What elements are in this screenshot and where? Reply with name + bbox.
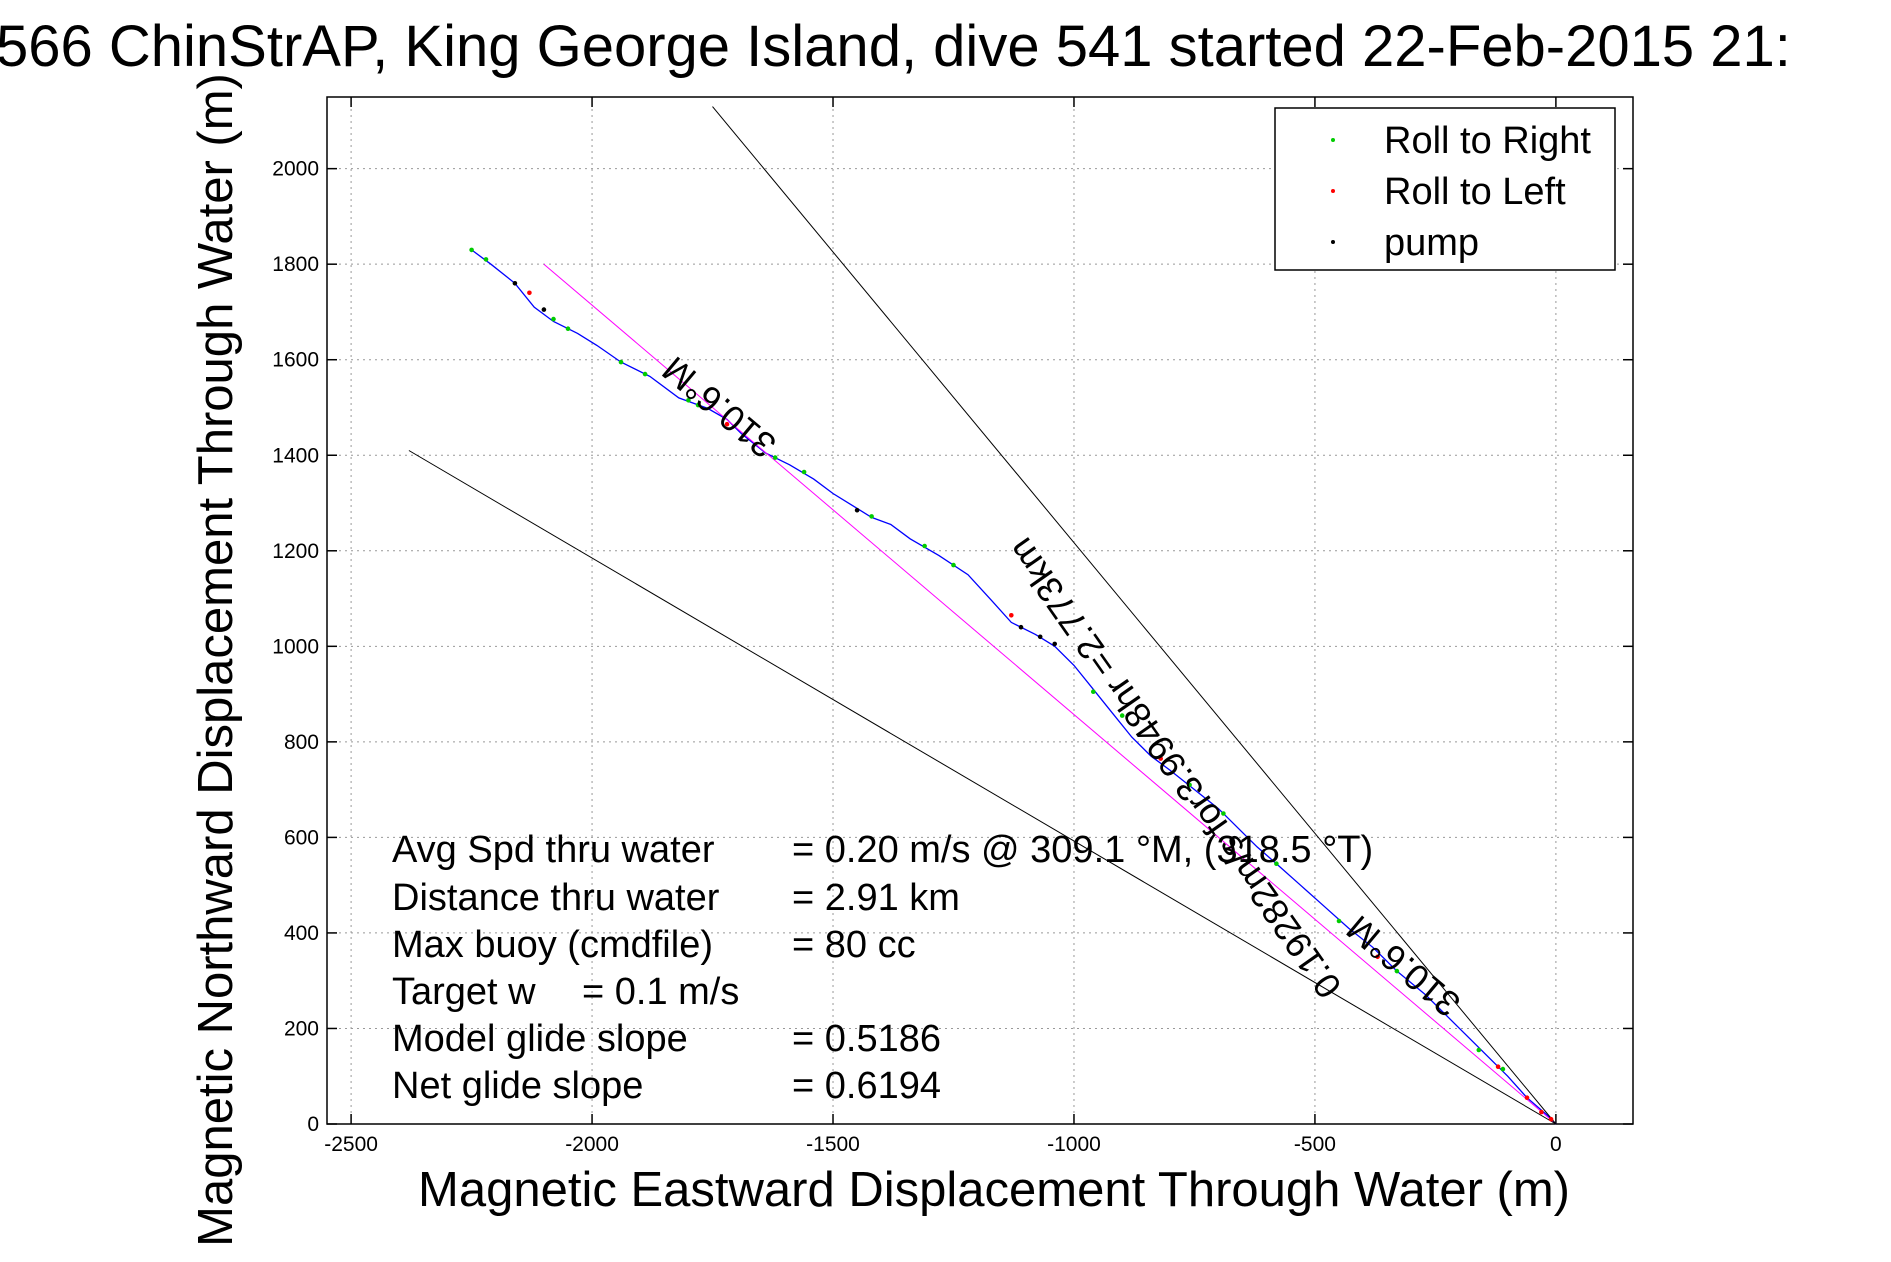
marker-pump	[1037, 634, 1043, 640]
y-tick-label: 1400	[272, 444, 319, 467]
x-tick-label: -1000	[1047, 1133, 1101, 1156]
marker-pump	[854, 507, 860, 513]
stat-label-4: Model glide slope	[392, 1018, 688, 1060]
series-reference-1	[543, 263, 1557, 1125]
marker-right	[801, 469, 807, 475]
chart-title: 566 ChinStrAP, King George Island, dive …	[0, 14, 1791, 79]
stat-value-3: = 0.1 m/s	[582, 971, 739, 1013]
marker-right	[551, 316, 556, 322]
marker-left	[1375, 954, 1380, 960]
stat-value-1: = 2.91 km	[792, 877, 960, 919]
marker-right	[1476, 1047, 1482, 1053]
y-tick-label: 200	[284, 1017, 319, 1040]
stat-label-2: Max buoy (cmdfile)	[392, 924, 713, 966]
marker-right	[483, 257, 489, 262]
marker-right	[1187, 782, 1192, 788]
legend-label-roll-right: Roll to Right	[1384, 120, 1591, 162]
x-tick-label: -2000	[565, 1133, 619, 1156]
marker-right	[922, 543, 927, 549]
series-reference-2	[712, 106, 1557, 1125]
legend-marker-roll-left	[1331, 189, 1335, 193]
legend-label-pump: pump	[1384, 222, 1479, 264]
series-reference-3	[408, 450, 1557, 1125]
marker-right	[618, 359, 624, 365]
stat-value-5: = 0.6194	[792, 1065, 941, 1107]
plot-frame	[326, 96, 1634, 1125]
x-tick-label: -1500	[806, 1133, 860, 1156]
stat-value-0: = 0.20 m/s @ 309.1 °M, (318.5 °T)	[792, 829, 1373, 871]
y-tick-label: 600	[284, 826, 319, 849]
marker-right	[772, 455, 778, 460]
marker-right	[1274, 861, 1279, 866]
marker-pump	[541, 307, 547, 312]
y-tick-label: 1200	[272, 540, 319, 563]
stat-label-3: Target w	[392, 971, 536, 1013]
series-track-0	[471, 249, 1557, 1125]
marker-pump	[512, 281, 518, 286]
stat-value-2: = 80 cc	[792, 924, 916, 966]
y-tick-label: 800	[284, 731, 319, 754]
y-tick-label: 1000	[272, 635, 319, 658]
marker-left	[527, 290, 532, 296]
marker-right	[469, 247, 474, 253]
y-axis-label: Magnetic Northward Displacement Through …	[189, 73, 243, 1247]
marker-left	[1548, 1116, 1554, 1122]
stat-label-1: Distance thru water	[392, 877, 720, 919]
stats-block: Avg Spd thru water = 0.20 m/s @ 309.1 °M…	[392, 829, 1373, 1107]
marker-right	[695, 402, 701, 408]
marker-left	[1009, 613, 1014, 618]
x-tick-label: 0	[1550, 1133, 1562, 1156]
marker-left	[1524, 1095, 1530, 1100]
marker-right	[1394, 968, 1400, 974]
legend-label-roll-left: Roll to Left	[1384, 171, 1566, 213]
marker-left	[1158, 756, 1163, 761]
marker-right	[565, 326, 571, 332]
marker-right	[951, 562, 956, 568]
x-axis-label: Magnetic Eastward Displacement Through W…	[418, 1163, 1570, 1217]
y-tick-label: 1800	[272, 253, 319, 276]
marker-right	[869, 514, 874, 519]
marker-right	[1119, 713, 1125, 718]
x-tick-label: -500	[1294, 1133, 1336, 1156]
marker-right	[1221, 811, 1226, 816]
marker-left	[724, 421, 730, 427]
marker-right	[686, 398, 691, 403]
marker-pump	[1052, 641, 1057, 647]
marker-left	[1495, 1064, 1501, 1069]
marker-right	[1091, 689, 1096, 694]
y-tick-label: 2000	[272, 158, 319, 181]
marker-pump	[1018, 624, 1024, 630]
marker-right	[1336, 918, 1342, 924]
marker-right	[642, 371, 648, 377]
marker-layer	[469, 247, 1554, 1122]
x-tick-label: -2500	[324, 1133, 378, 1156]
stat-label-5: Net glide slope	[392, 1065, 643, 1107]
marker-left	[1539, 1109, 1544, 1115]
y-tick-label: 400	[284, 922, 319, 945]
series-layer	[408, 106, 1557, 1125]
stat-label-0: Avg Spd thru water	[392, 829, 715, 871]
y-tick-label: 1600	[272, 349, 319, 372]
legend: Roll to Right Roll to Left pump	[1274, 107, 1616, 271]
marker-right	[1500, 1066, 1506, 1072]
legend-marker-pump	[1331, 240, 1335, 244]
axis-ticks: -2500 -2000 -1500 -1000 -500 0 0 200 400 600 800 10…	[272, 97, 1633, 1156]
legend-marker-roll-right	[1331, 138, 1335, 142]
stat-value-4: = 0.5186	[792, 1018, 941, 1060]
y-tick-label: 0	[307, 1113, 319, 1136]
